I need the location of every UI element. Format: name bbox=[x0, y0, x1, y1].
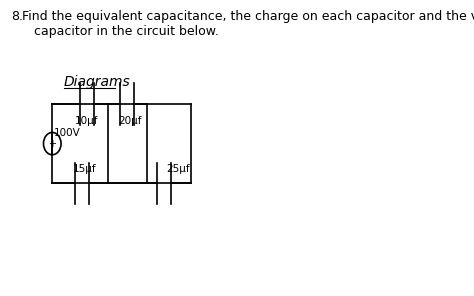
Text: 15μf: 15μf bbox=[73, 164, 96, 174]
Text: Find the equivalent capacitance, the charge on each capacitor and the voltage ac: Find the equivalent capacitance, the cha… bbox=[22, 10, 474, 38]
Text: 100V: 100V bbox=[54, 128, 80, 138]
Text: 10μf: 10μf bbox=[75, 116, 99, 126]
Text: Diagrams: Diagrams bbox=[64, 75, 130, 89]
Text: +: + bbox=[48, 139, 56, 149]
Text: 8.: 8. bbox=[10, 10, 23, 23]
Text: 20μf: 20μf bbox=[118, 116, 141, 126]
Text: 25μf: 25μf bbox=[166, 164, 190, 174]
